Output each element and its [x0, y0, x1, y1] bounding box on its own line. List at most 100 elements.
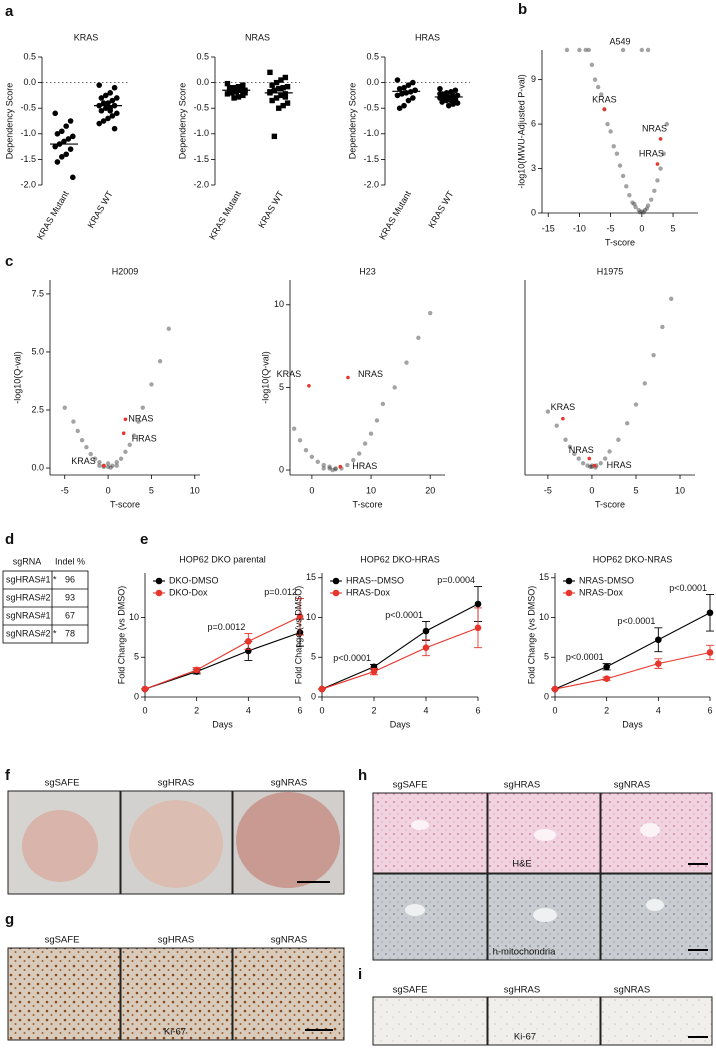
gene-point — [309, 454, 315, 460]
point — [226, 85, 233, 91]
chart-title: H2009 — [112, 266, 139, 276]
highlight-point — [346, 375, 350, 380]
y-tick-label: 0 — [311, 691, 316, 701]
y-axis-label: Fold Change (vs DMSO) — [293, 586, 303, 685]
legend-label: DKO-Dox — [169, 587, 208, 597]
gene-point — [84, 444, 89, 450]
gene-point — [416, 335, 421, 341]
gene-point — [114, 463, 119, 468]
gene-point — [333, 466, 338, 471]
gene-point — [140, 405, 145, 410]
p-value-label: p<0.0001 — [566, 652, 604, 662]
gene-point — [669, 296, 674, 301]
point — [706, 609, 714, 617]
y-tick-label: 6 — [531, 118, 536, 128]
image-label: sgNRAS — [614, 780, 650, 791]
point — [282, 91, 289, 97]
point — [231, 85, 237, 91]
histology: sgSAFE sgHRAS sgNRAS H&E h-mitochondria — [372, 780, 713, 961]
legend-label: HRAS--DMSO — [346, 575, 404, 585]
gene-point — [114, 460, 119, 465]
gene-point — [605, 121, 610, 127]
highlight-point — [592, 463, 597, 468]
gene-point — [567, 444, 573, 450]
gene-point — [321, 466, 326, 471]
photo — [372, 996, 488, 1046]
point — [235, 94, 242, 100]
chart-title: NRAS — [245, 32, 270, 42]
category-label: KRAS Mutant — [35, 189, 71, 242]
gene-point — [592, 77, 598, 82]
x-tick-label: 4 — [656, 705, 661, 715]
y-tick-label: 5 — [134, 652, 139, 662]
gene-point — [333, 467, 338, 472]
point — [67, 146, 74, 152]
point — [141, 685, 149, 693]
gene-point — [123, 449, 128, 454]
point — [474, 600, 482, 608]
gene-point — [651, 352, 656, 358]
point — [278, 86, 284, 92]
point — [70, 133, 76, 140]
gene-point — [127, 442, 132, 448]
y-tick-label: 3 — [531, 163, 536, 173]
gene-point — [637, 210, 643, 215]
x-tick-label: -15 — [542, 223, 555, 233]
panel-letter: b — [518, 1, 527, 18]
point — [70, 174, 76, 181]
y-axis-label: Fold Change (vs DMSO) — [116, 586, 126, 685]
gene-point — [97, 463, 102, 468]
table-header: Indel % — [55, 556, 85, 566]
gene-point — [661, 151, 666, 156]
panel-letter: c — [5, 253, 13, 270]
table-cell: 78 — [65, 628, 75, 638]
image-label: sgSAFE — [45, 778, 80, 789]
x-tick-label: 5 — [149, 485, 154, 495]
legend-label: DKO-DMSO — [169, 575, 219, 585]
point — [278, 92, 284, 99]
point — [65, 136, 72, 142]
gene-point — [620, 47, 626, 53]
point — [271, 87, 278, 93]
series-line — [321, 603, 479, 690]
x-tick-label: 10 — [190, 485, 200, 495]
point — [399, 91, 405, 97]
point — [448, 95, 454, 101]
point — [61, 138, 67, 145]
p-value-label: p<0.0001 — [618, 616, 656, 626]
photo — [372, 873, 488, 961]
legend-marker — [155, 589, 163, 597]
point — [394, 77, 401, 83]
x-tick-label: 0 — [319, 705, 324, 715]
gene-point — [577, 47, 582, 53]
point — [103, 105, 109, 111]
gene-point — [630, 200, 635, 205]
panel-letter: a — [5, 3, 14, 20]
x-tick-label: 0 — [589, 485, 594, 495]
gene-point — [642, 207, 648, 213]
panel-letter: h — [358, 767, 367, 784]
highlight-label: KRAS — [551, 402, 576, 412]
x-tick-label: 0 — [142, 705, 147, 715]
x-tick-label: 5 — [633, 485, 638, 495]
point — [224, 91, 231, 97]
series-line — [554, 612, 711, 690]
gene-point — [380, 401, 386, 407]
y-tick-label: 0 — [134, 691, 139, 701]
gene-point — [655, 178, 660, 183]
gene-point — [92, 456, 98, 461]
highlight-label: HRAS — [352, 461, 377, 471]
point — [439, 99, 445, 105]
highlight-label: HRAS — [639, 148, 664, 158]
highlight-label: NRAS — [358, 369, 383, 379]
gene-point — [617, 163, 623, 168]
gene-point — [149, 382, 154, 387]
point — [224, 80, 231, 87]
gene-point — [608, 129, 613, 134]
x-tick-label: 10 — [675, 485, 685, 495]
gene-point — [611, 144, 616, 149]
y-tick-label: 15 — [539, 572, 549, 582]
point — [59, 154, 65, 160]
gene-point — [79, 437, 85, 443]
